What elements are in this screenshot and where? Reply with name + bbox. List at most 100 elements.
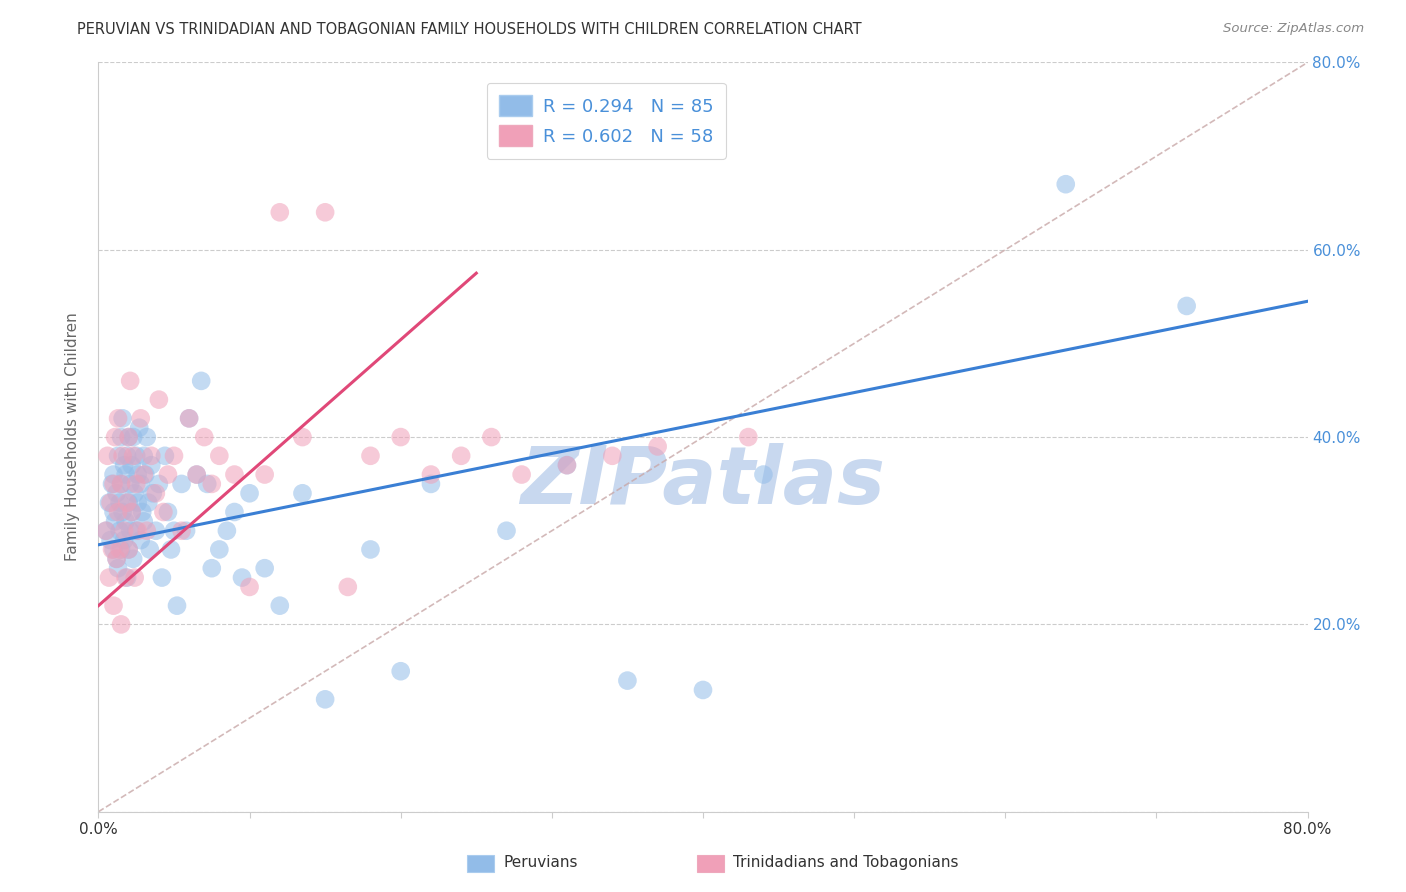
Point xyxy=(190,374,212,388)
Point xyxy=(135,430,157,444)
Point xyxy=(132,514,155,528)
Point xyxy=(111,449,134,463)
Point xyxy=(752,467,775,482)
Point xyxy=(104,514,127,528)
Point xyxy=(128,421,150,435)
Point xyxy=(153,449,176,463)
Point xyxy=(145,524,167,538)
Point xyxy=(201,561,224,575)
Text: Trinidadians and Tobagonians: Trinidadians and Tobagonians xyxy=(734,855,959,871)
Point xyxy=(291,486,314,500)
Point xyxy=(94,524,117,538)
Point xyxy=(127,467,149,482)
Point xyxy=(118,430,141,444)
Point xyxy=(129,533,152,547)
Point xyxy=(186,467,208,482)
Point xyxy=(141,449,163,463)
Text: ZIPatlas: ZIPatlas xyxy=(520,443,886,521)
Point xyxy=(121,505,143,519)
Point xyxy=(201,476,224,491)
Point xyxy=(112,524,135,538)
Point xyxy=(208,449,231,463)
Point xyxy=(110,542,132,557)
Point xyxy=(122,551,145,566)
Point xyxy=(555,458,578,473)
Point xyxy=(104,430,127,444)
Point xyxy=(107,411,129,425)
Point xyxy=(224,467,246,482)
Point xyxy=(314,205,336,219)
Point xyxy=(253,467,276,482)
Point xyxy=(108,542,131,557)
Point xyxy=(124,571,146,585)
Point xyxy=(120,476,142,491)
Point xyxy=(120,374,142,388)
Point xyxy=(495,524,517,538)
Point xyxy=(111,411,134,425)
Point xyxy=(616,673,638,688)
Point xyxy=(114,514,136,528)
Point xyxy=(170,476,193,491)
Point xyxy=(115,496,138,510)
Point xyxy=(253,561,276,575)
Point xyxy=(118,496,141,510)
Point xyxy=(142,486,165,500)
Point xyxy=(737,430,759,444)
Point xyxy=(124,486,146,500)
Point xyxy=(105,551,128,566)
Point xyxy=(1175,299,1198,313)
Point xyxy=(193,430,215,444)
Point xyxy=(179,411,201,425)
Point xyxy=(132,467,155,482)
Point xyxy=(114,467,136,482)
Point xyxy=(231,571,253,585)
Point xyxy=(360,449,382,463)
Point xyxy=(110,476,132,491)
Point xyxy=(420,467,443,482)
Point xyxy=(107,561,129,575)
Point xyxy=(122,430,145,444)
Point xyxy=(148,392,170,407)
Legend: R = 0.294   N = 85, R = 0.602   N = 58: R = 0.294 N = 85, R = 0.602 N = 58 xyxy=(486,83,725,159)
Point xyxy=(96,449,118,463)
Point xyxy=(114,571,136,585)
Point xyxy=(360,542,382,557)
Point xyxy=(1054,177,1077,191)
Point xyxy=(602,449,624,463)
Point xyxy=(269,599,291,613)
Y-axis label: Family Households with Children: Family Households with Children xyxy=(65,313,80,561)
Point xyxy=(136,496,159,510)
FancyBboxPatch shape xyxy=(467,855,494,871)
Point xyxy=(224,505,246,519)
Point xyxy=(195,476,218,491)
Point xyxy=(122,449,145,463)
Point xyxy=(105,486,128,500)
Point xyxy=(125,449,148,463)
Point xyxy=(174,524,197,538)
Point xyxy=(125,476,148,491)
Point xyxy=(115,449,138,463)
Point xyxy=(118,542,141,557)
Point xyxy=(163,524,186,538)
Point xyxy=(166,599,188,613)
Point xyxy=(186,467,208,482)
Point xyxy=(107,505,129,519)
Point xyxy=(131,505,153,519)
Point xyxy=(389,430,412,444)
Point xyxy=(105,551,128,566)
Point xyxy=(98,571,121,585)
Point xyxy=(135,524,157,538)
Point xyxy=(127,496,149,510)
FancyBboxPatch shape xyxy=(697,855,724,871)
Point xyxy=(269,205,291,219)
Point xyxy=(101,542,124,557)
Point xyxy=(118,430,141,444)
Point xyxy=(510,467,533,482)
Point xyxy=(134,467,156,482)
Point xyxy=(127,524,149,538)
Point xyxy=(103,599,125,613)
Point xyxy=(692,683,714,698)
Point xyxy=(150,571,173,585)
Point xyxy=(103,467,125,482)
Point xyxy=(118,542,141,557)
